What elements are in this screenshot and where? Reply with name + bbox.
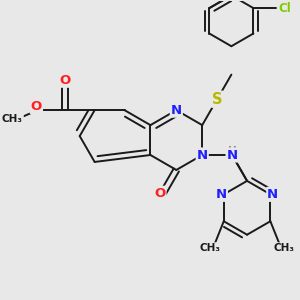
Text: CH₃: CH₃ xyxy=(273,243,294,253)
Text: CH₃: CH₃ xyxy=(200,243,221,253)
Text: O: O xyxy=(31,100,42,113)
Text: N: N xyxy=(267,188,278,201)
Text: H: H xyxy=(228,146,236,156)
Text: N: N xyxy=(171,104,182,117)
Text: N: N xyxy=(226,148,238,161)
Text: N: N xyxy=(216,188,227,201)
Text: S: S xyxy=(212,92,222,107)
Text: Cl: Cl xyxy=(278,2,291,15)
Text: O: O xyxy=(154,187,166,200)
Text: CH₃: CH₃ xyxy=(2,114,23,124)
Text: O: O xyxy=(59,74,70,87)
Text: N: N xyxy=(197,148,208,161)
